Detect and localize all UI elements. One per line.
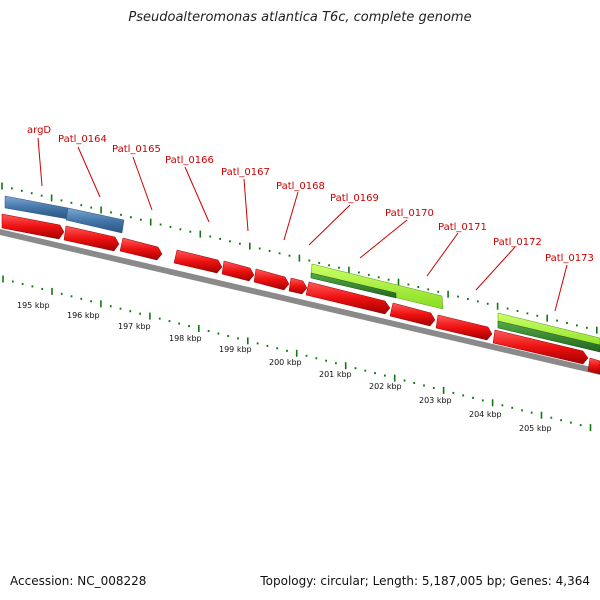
kbp-label-204: 204 kbp xyxy=(469,410,502,419)
kbp-label-203: 203 kbp xyxy=(419,396,452,405)
gene-label-patl-0169[interactable]: Patl_0169 xyxy=(330,193,379,204)
map-title: Pseudoalteromonas atlantica T6c, complet… xyxy=(128,10,472,25)
gene-label-argd[interactable]: argD xyxy=(27,125,51,136)
gene-feature-red-8[interactable] xyxy=(305,281,391,315)
kbp-label-200: 200 kbp xyxy=(269,358,302,367)
gene-feature-argD[interactable] xyxy=(4,195,69,220)
gene-feature-green-2-dark[interactable] xyxy=(497,320,600,353)
gene-feature-green-1[interactable] xyxy=(310,263,444,310)
gene-feature-red-6[interactable] xyxy=(253,268,290,291)
kbp-label-196: 196 kbp xyxy=(67,311,100,320)
gene-feature-red-12[interactable] xyxy=(587,357,600,375)
gene-feature-red-7[interactable] xyxy=(288,277,308,295)
gene-feature-green-1-dark[interactable] xyxy=(310,272,397,299)
gene-feature-red-5[interactable] xyxy=(221,260,255,282)
kbp-label-195: 195 kbp xyxy=(17,301,50,310)
kbp-label-205: 205 kbp xyxy=(519,424,552,433)
gene-feature-patl-0164[interactable] xyxy=(65,207,125,234)
gene-label-patl-0172[interactable]: Patl_0172 xyxy=(493,237,542,248)
gene-feature-red-9[interactable] xyxy=(389,302,436,327)
gene-feature-red-2[interactable] xyxy=(63,225,120,252)
gene-feature-red-4[interactable] xyxy=(173,249,223,274)
gene-label-patl-0168[interactable]: Patl_0168 xyxy=(276,181,325,192)
gene-label-patl-0165[interactable]: Patl_0165 xyxy=(112,144,161,155)
gene-label-patl-0164[interactable]: Patl_0164 xyxy=(58,134,107,145)
gene-label-patl-0166[interactable]: Patl_0166 xyxy=(165,155,214,166)
gene-label-patl-0173[interactable]: Patl_0173 xyxy=(545,253,594,264)
gene-label-patl-0170[interactable]: Patl_0170 xyxy=(385,208,434,219)
lower-tick-track xyxy=(2,275,592,432)
kbp-label-198: 198 kbp xyxy=(169,334,202,343)
genome-summary-text: Topology: circular; Length: 5,187,005 bp… xyxy=(260,574,590,588)
gene-feature-red-3[interactable] xyxy=(119,237,163,261)
gene-feature-red-1[interactable] xyxy=(1,213,65,240)
kbp-label-202: 202 kbp xyxy=(369,382,402,391)
kbp-label-201: 201 kbp xyxy=(319,370,352,379)
genome-backbone xyxy=(0,229,600,375)
label-leader-lines xyxy=(37,137,568,312)
gene-label-patl-0171[interactable]: Patl_0171 xyxy=(438,222,487,233)
accession-text: Accession: NC_008228 xyxy=(10,574,147,588)
kbp-label-199: 199 kbp xyxy=(219,345,252,354)
gene-feature-red-11[interactable] xyxy=(492,329,589,365)
upper-tick-track xyxy=(1,182,598,334)
gene-label-patl-0167[interactable]: Patl_0167 xyxy=(221,167,270,178)
kbp-label-197: 197 kbp xyxy=(118,322,151,331)
gene-feature-red-10[interactable] xyxy=(435,314,493,341)
